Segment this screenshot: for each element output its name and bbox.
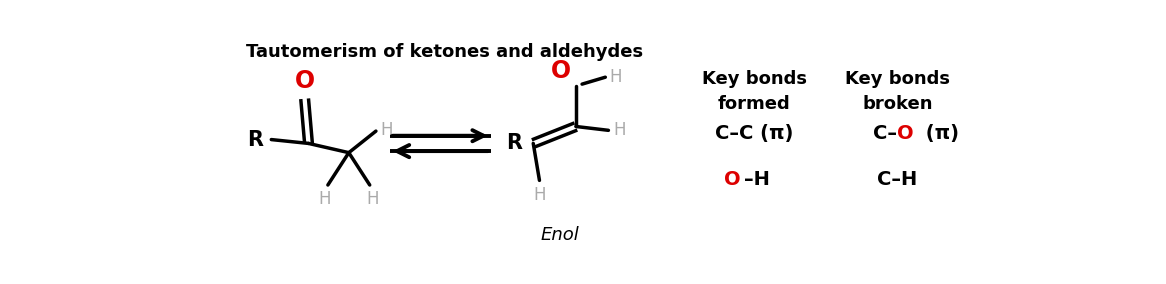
Text: O: O xyxy=(552,59,571,83)
Text: Key bonds
broken: Key bonds broken xyxy=(845,70,950,112)
Text: (π): (π) xyxy=(919,124,960,143)
Text: –H: –H xyxy=(744,170,770,189)
Text: C–: C– xyxy=(873,124,898,143)
Text: C–H: C–H xyxy=(877,170,918,189)
Text: O: O xyxy=(898,124,914,143)
Text: O: O xyxy=(724,170,740,189)
Text: H: H xyxy=(609,68,621,86)
Text: R: R xyxy=(247,130,264,150)
Text: H: H xyxy=(366,190,379,208)
Text: O: O xyxy=(295,69,315,93)
Text: H: H xyxy=(380,121,393,139)
Text: R: R xyxy=(506,133,521,153)
Text: Enol: Enol xyxy=(541,225,580,243)
Text: H: H xyxy=(318,190,331,208)
Text: C–C (π): C–C (π) xyxy=(715,124,793,143)
Text: H: H xyxy=(613,121,626,139)
Text: H: H xyxy=(533,186,546,204)
Text: Tautomerism of ketones and aldehydes: Tautomerism of ketones and aldehydes xyxy=(246,43,644,61)
Text: Key bonds
formed: Key bonds formed xyxy=(702,70,807,112)
